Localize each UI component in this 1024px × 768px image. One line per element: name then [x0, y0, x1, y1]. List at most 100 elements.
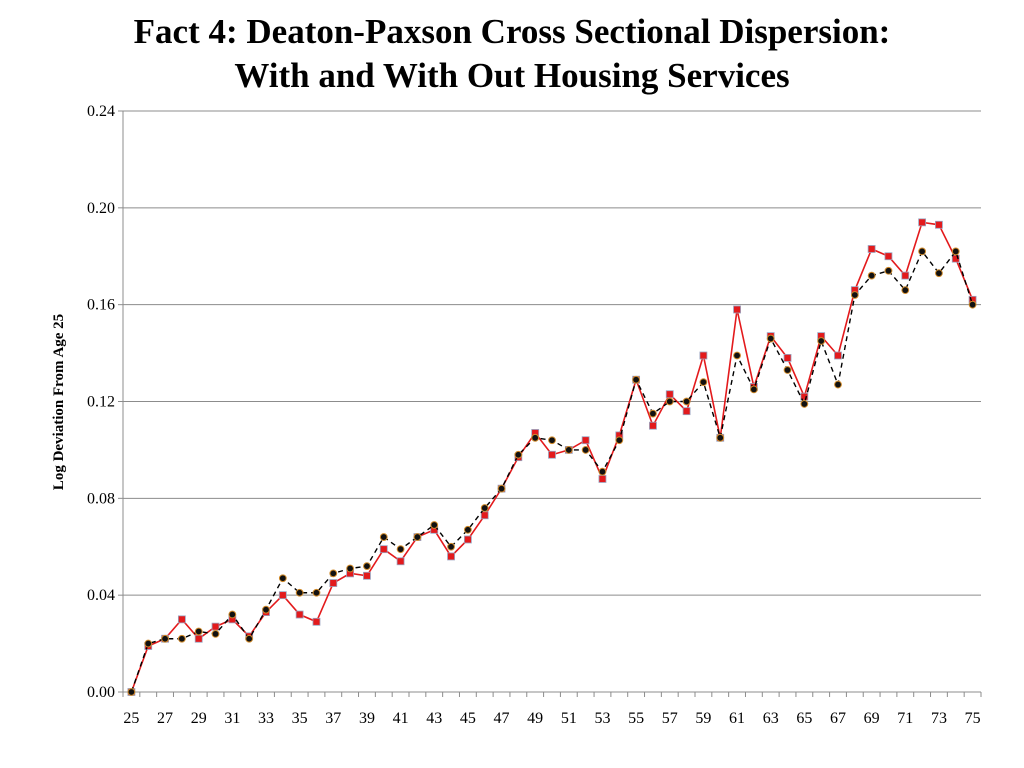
data-point-circle [951, 247, 960, 256]
x-tick-label: 31 [224, 710, 240, 727]
x-tick-labels: 25 27 29 31 33 35 37 39 41 43 45 47 49 51 53 55 57 59 61 63… [123, 710, 980, 727]
x-tick-label: 25 [123, 710, 139, 727]
data-point-circle [598, 467, 607, 476]
series-line-dashed [130, 249, 974, 693]
x-tick-label: 27 [157, 710, 173, 727]
x-tick-label: 59 [695, 710, 711, 727]
data-point-circle [447, 542, 455, 551]
data-point-square [665, 390, 674, 399]
data-point-square [363, 571, 371, 580]
data-point-circle [783, 366, 792, 374]
data-point-square [480, 511, 489, 520]
y-tick-label: 0.16 [87, 297, 115, 314]
x-tick-label: 35 [292, 710, 308, 727]
x-tick-label: 65 [796, 710, 812, 727]
data-point-square [295, 610, 304, 619]
data-point-circle [497, 484, 506, 493]
data-point-circle [850, 291, 859, 299]
data-point-square [548, 450, 556, 459]
data-point-circle [531, 433, 540, 442]
x-tick-label: 75 [965, 710, 981, 727]
data-point-circle [935, 269, 943, 278]
x-tick-label: 55 [628, 710, 644, 727]
data-point-circle [901, 286, 910, 295]
data-point-circle [884, 266, 893, 275]
data-point-square [834, 351, 842, 360]
data-point-circle [514, 450, 523, 459]
data-point-square [682, 407, 691, 416]
data-point-circle [632, 375, 641, 384]
data-point-circle [177, 634, 186, 643]
data-point-circle [649, 409, 657, 418]
data-point-square [329, 579, 338, 587]
data-point-square [733, 305, 741, 314]
x-tick-label: 33 [258, 710, 274, 727]
y-tick-label: 0.12 [87, 394, 115, 411]
y-tick-label: 0.04 [87, 587, 115, 604]
data-point-circle [834, 380, 842, 389]
x-tick-label: 67 [830, 710, 846, 727]
data-point-square [901, 271, 910, 280]
x-tick-label: 57 [662, 710, 678, 727]
data-point-circle [413, 533, 422, 541]
data-point-circle [127, 688, 136, 696]
x-tick-label: 41 [393, 710, 409, 727]
data-point-circle [733, 351, 741, 360]
y-tick-label: 0.24 [87, 103, 115, 120]
data-point-circle [396, 545, 405, 554]
data-point-square [463, 535, 472, 544]
data-point-square [884, 252, 893, 261]
data-point-square [918, 218, 927, 227]
x-tick-label: 63 [763, 710, 779, 727]
data-point-circle [766, 334, 775, 343]
data-point-square [649, 421, 657, 430]
data-point-square [177, 615, 186, 624]
data-point-circle [346, 564, 355, 573]
y-tick-labels: 0.00 0.04 0.08 0.12 0.16 0.20 0.24 [87, 103, 115, 701]
data-point-circle [699, 378, 708, 387]
series-0 [127, 218, 977, 696]
data-point-square [867, 245, 876, 253]
data-point-square [278, 591, 287, 600]
data-point-square [699, 351, 708, 360]
data-point-circle [194, 627, 203, 636]
title-line-1: Fact 4: Deaton-Paxson Cross Sectional Di… [133, 12, 891, 51]
series-1 [127, 247, 977, 696]
data-point-circle [312, 588, 321, 597]
x-tick-label: 45 [460, 710, 476, 727]
data-point-circle [245, 634, 254, 643]
x-tick-label: 73 [931, 710, 947, 727]
x-tick-label: 69 [864, 710, 880, 727]
x-tick-label: 29 [191, 710, 207, 727]
data-point-square [194, 634, 203, 643]
data-point-square [581, 436, 590, 445]
data-point-square [447, 552, 455, 561]
data-point-circle [716, 433, 725, 442]
data-point-circle [363, 562, 371, 571]
title-line-2: With and With Out Housing Services [234, 56, 790, 95]
x-tick-label: 47 [494, 710, 510, 727]
data-point-square [211, 622, 220, 631]
data-point-circle [329, 569, 338, 578]
data-point-circle [161, 634, 169, 643]
x-tick-label: 39 [359, 710, 375, 727]
data-point-circle [262, 605, 270, 614]
data-point-circle [867, 271, 876, 280]
data-point-circle [564, 446, 573, 454]
data-point-circle [800, 400, 809, 408]
data-point-square [783, 354, 792, 362]
data-point-circle [463, 525, 472, 534]
y-tick-label: 0.00 [87, 684, 115, 701]
data-point-circle [480, 504, 489, 512]
x-tick-label: 53 [594, 710, 610, 727]
x-tick-label: 51 [561, 710, 577, 727]
data-point-circle [682, 397, 691, 406]
data-point-circle [278, 574, 287, 583]
x-tick-label: 37 [325, 710, 341, 727]
data-point-circle [817, 337, 826, 345]
data-point-square [935, 220, 943, 229]
data-point-square [379, 545, 388, 554]
data-point-square [598, 475, 607, 483]
data-point-circle [144, 639, 153, 648]
